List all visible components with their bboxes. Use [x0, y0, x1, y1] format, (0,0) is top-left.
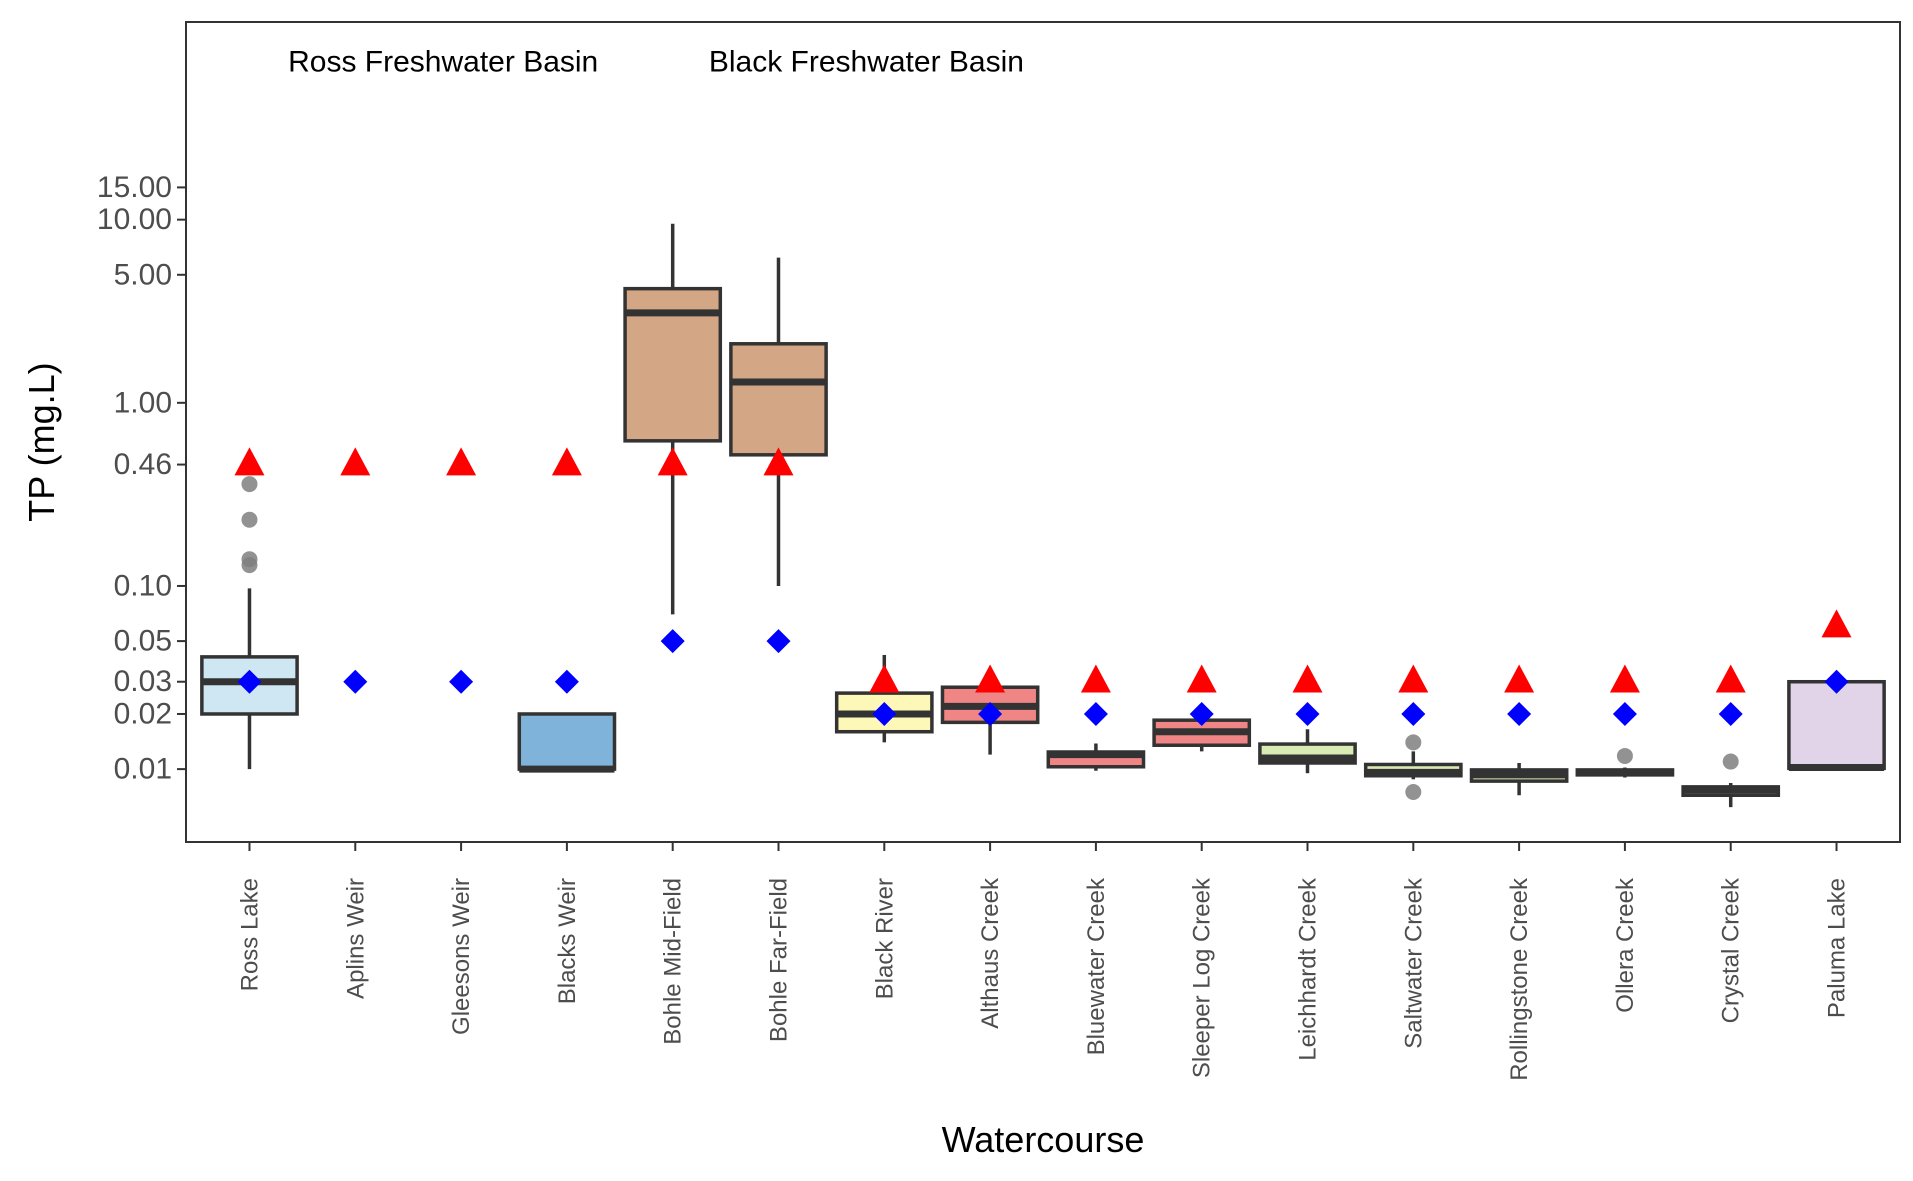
- guideline-triangle: [1186, 664, 1217, 693]
- y-axis: 0.01 0.020.03 0.05 0.10 0.46 1.00 5.00 10.0015.…: [97, 171, 186, 786]
- x-axis-title: Watercourse: [942, 1119, 1145, 1160]
- guideline-triangle: [1292, 664, 1323, 693]
- x-tick-label: Blacks Weir: [554, 878, 581, 1004]
- diamond-marker: [343, 669, 368, 694]
- guideline-triangle: [869, 664, 900, 693]
- diamond-marker: [1824, 669, 1849, 694]
- category-group: [623, 223, 723, 654]
- x-tick-label: Gleesons Weir: [448, 878, 475, 1035]
- y-axis-title: TP (mg.L): [21, 362, 62, 521]
- guideline-triangle: [1821, 609, 1852, 638]
- y-tick-label: 10.00: [97, 203, 172, 236]
- guideline-triangle: [975, 664, 1006, 693]
- basin-annotation: Black Freshwater Basin: [709, 46, 1024, 79]
- category-group: [1469, 664, 1569, 796]
- category-group: [729, 257, 828, 654]
- diamond-marker: [237, 669, 262, 694]
- diamond-marker: [1189, 701, 1214, 726]
- chart-marks: [200, 223, 1886, 808]
- plot-panel: [185, 21, 1901, 843]
- category-group: [517, 447, 617, 773]
- y-tick-label: 1.00: [114, 386, 172, 419]
- diamond-marker: [554, 669, 579, 694]
- x-tick-label: Aplins Weir: [342, 878, 369, 999]
- diamond-marker: [1718, 701, 1743, 726]
- y-tick-label: 5.00: [114, 258, 172, 291]
- category-group: [1046, 664, 1146, 771]
- outlier-point: [1405, 783, 1422, 800]
- x-tick-label: Althaus Creek: [977, 877, 1004, 1029]
- diamond-marker: [1083, 701, 1108, 726]
- x-tick-label: Bohle Mid-Field: [660, 878, 687, 1045]
- x-tick-label: Saltwater Creek: [1400, 877, 1427, 1049]
- category-group: [1681, 664, 1781, 808]
- diamond-marker: [449, 669, 474, 694]
- box: [517, 712, 617, 771]
- guideline-triangle: [1080, 664, 1111, 693]
- diamond-marker: [1295, 701, 1320, 726]
- x-tick-label: Sleeper Log Creek: [1189, 877, 1216, 1078]
- box: [729, 342, 828, 457]
- outlier-point: [241, 511, 258, 528]
- category-group: [834, 654, 934, 743]
- basin-annotation: Ross Freshwater Basin: [288, 46, 598, 79]
- guideline-triangle: [340, 447, 371, 476]
- category-group: [446, 447, 477, 694]
- y-tick-label: 0.01: [114, 753, 172, 786]
- guideline-triangle: [446, 447, 477, 476]
- outlier-point: [241, 551, 258, 568]
- diamond-marker: [766, 629, 791, 654]
- x-tick-label: Crystal Creek: [1718, 877, 1745, 1023]
- x-tick-label: Paluma Lake: [1824, 878, 1851, 1018]
- category-group: [1363, 664, 1463, 800]
- x-tick-label: Rollingstone Creek: [1506, 877, 1533, 1081]
- category-group: [940, 664, 1040, 755]
- diamond-marker: [660, 629, 685, 654]
- y-tick-label: 15.00: [97, 171, 172, 204]
- y-tick-label: 0.02: [114, 697, 172, 730]
- annotations: Ross Freshwater Basin Black Freshwater Ba…: [288, 46, 1024, 79]
- outlier-point: [1616, 747, 1633, 764]
- x-axis: Ross Lake Aplins Weir Gleesons Weir Blacks …: [236, 842, 1851, 1081]
- x-tick-label: Black River: [871, 878, 898, 999]
- diamond-marker: [978, 701, 1003, 726]
- outlier-point: [241, 476, 258, 493]
- x-tick-label: Ross Lake: [236, 878, 263, 991]
- x-tick-label: Leichhardt Creek: [1295, 877, 1322, 1061]
- box: [1787, 679, 1886, 771]
- diamond-marker: [1401, 701, 1426, 726]
- outlier-point: [1722, 753, 1739, 770]
- category-group: [1575, 664, 1675, 778]
- diamond-marker: [872, 701, 897, 726]
- x-tick-label: Bohle Far-Field: [765, 878, 792, 1042]
- guideline-triangle: [1398, 664, 1429, 693]
- y-tick-label: 0.46: [114, 448, 172, 481]
- category-group: [200, 447, 299, 770]
- diamond-marker: [1612, 701, 1637, 726]
- outlier-point: [1405, 734, 1422, 751]
- y-tick-label: 0.03: [114, 665, 172, 698]
- guideline-triangle: [551, 447, 582, 476]
- category-group: [1787, 609, 1886, 772]
- category-group: [1152, 664, 1252, 752]
- y-tick-label: 0.05: [114, 625, 172, 658]
- guideline-triangle: [1504, 664, 1535, 693]
- guideline-triangle: [1715, 664, 1746, 693]
- category-group: [340, 447, 371, 694]
- guideline-triangle: [234, 447, 265, 476]
- category-group: [1258, 664, 1357, 774]
- guideline-triangle: [1609, 664, 1640, 693]
- y-tick-label: 0.10: [114, 569, 172, 602]
- x-tick-label: Bluewater Creek: [1083, 877, 1110, 1055]
- guideline-triangle: [657, 447, 688, 476]
- guideline-triangle: [763, 447, 794, 476]
- diamond-marker: [1507, 701, 1532, 726]
- x-tick-label: Ollera Creek: [1612, 877, 1639, 1013]
